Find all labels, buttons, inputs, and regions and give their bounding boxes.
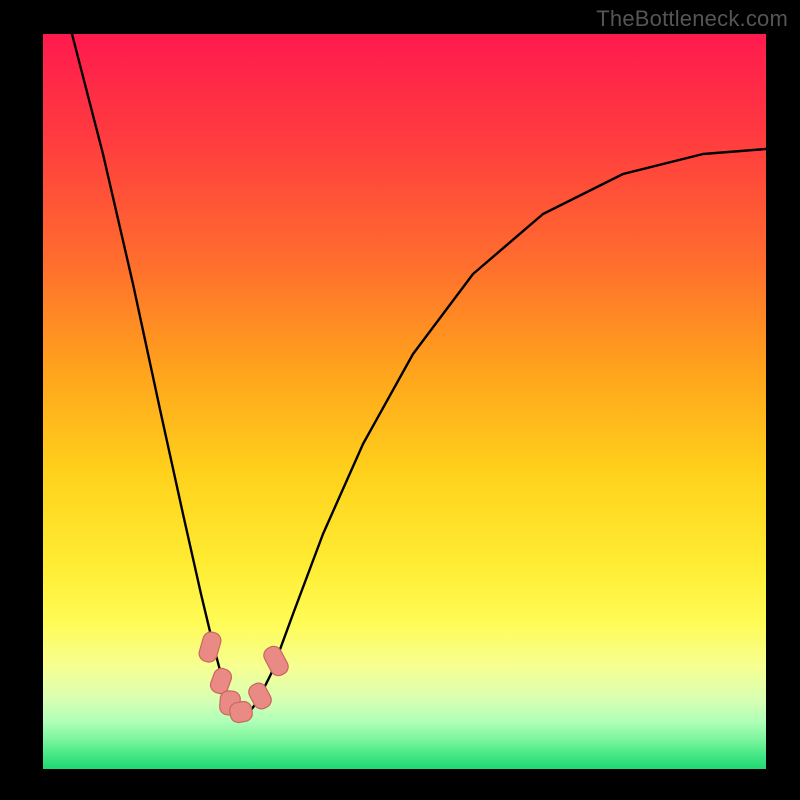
plot-area — [43, 34, 766, 769]
gradient-background — [43, 34, 766, 769]
chart-svg — [43, 34, 766, 769]
attribution-text: TheBottleneck.com — [596, 6, 788, 32]
